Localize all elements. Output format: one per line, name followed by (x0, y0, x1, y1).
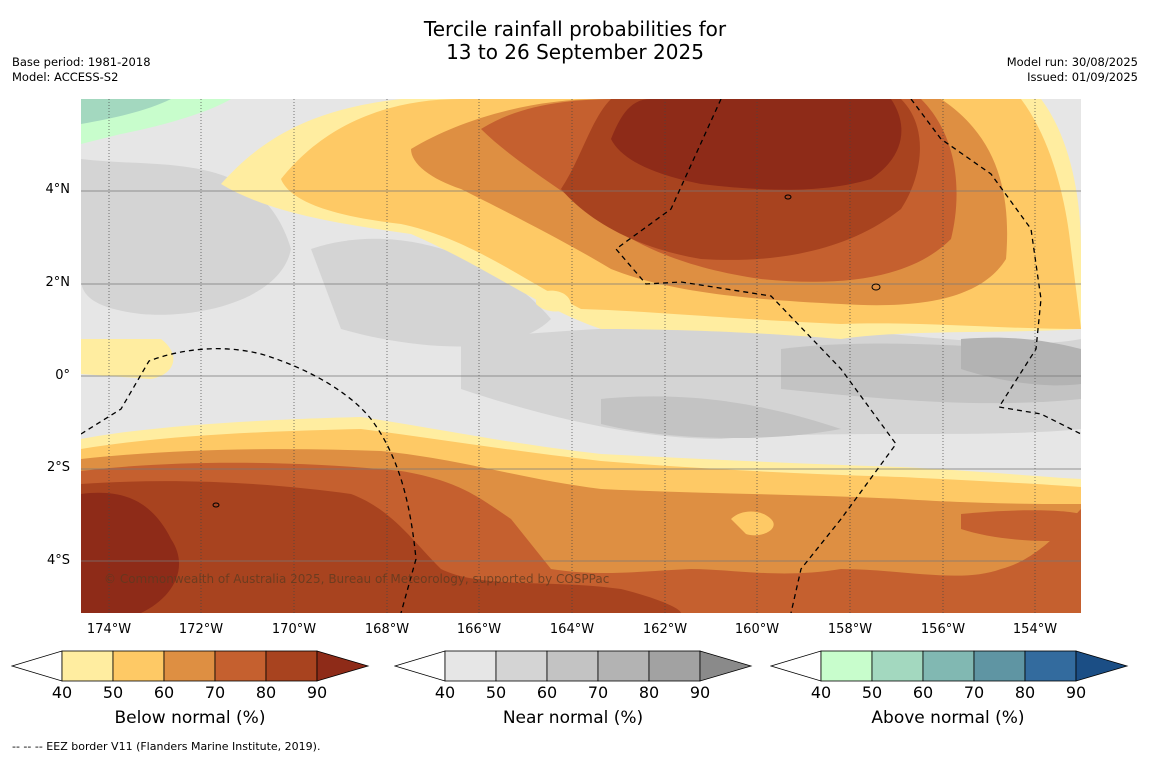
lon-label: 174°W (86, 622, 132, 637)
colorbar-tick-label: 60 (153, 683, 175, 702)
lon-label: 160°W (734, 622, 780, 637)
colorbar-tick-label: 50 (861, 683, 883, 702)
colorbar-box (214, 650, 267, 682)
colorbar-tick-label: 50 (102, 683, 124, 702)
lon-label: 172°W (178, 622, 224, 637)
map-title: Tercile rainfall probabilities for 13 to… (0, 18, 1150, 64)
lon-label: 164°W (549, 622, 595, 637)
colorbar-title-near: Near normal (%) (502, 708, 644, 728)
title-line-2: 13 to 26 September 2025 (446, 40, 704, 64)
lon-label: 156°W (920, 622, 966, 637)
colorbar-near-normal (394, 650, 753, 682)
colorbar-tick-label: 90 (689, 683, 711, 702)
colorbar-box (546, 650, 599, 682)
colorbar-tick-label: 90 (306, 683, 328, 702)
meta-right: Model run: 30/08/2025 Issued: 01/09/2025 (1007, 55, 1138, 85)
lat-label-0: 0° (55, 368, 70, 383)
colorbar-extend-high (1075, 650, 1129, 682)
colorbar-box (265, 650, 318, 682)
colorbar-tick-label: 40 (51, 683, 73, 702)
colorbar-box (973, 650, 1026, 682)
above-normal-60-patch (81, 99, 171, 124)
colorbar-below-normal (11, 650, 370, 682)
eez-footnote: -- -- -- EEZ border V11 (Flanders Marine… (12, 740, 321, 753)
lon-label: 168°W (364, 622, 410, 637)
base-period: Base period: 1981-2018 (12, 55, 151, 69)
lat-label-2s: 2°S (46, 460, 70, 475)
colorbar-box (820, 650, 873, 682)
colorbar-box (495, 650, 548, 682)
below-normal-80-patch-east (961, 510, 1081, 541)
lon-label: 170°W (271, 622, 317, 637)
lat-label-2n: 2°N (45, 275, 71, 290)
lon-label: 166°W (456, 622, 502, 637)
colorbar-tick-label: 70 (963, 683, 985, 702)
colorbar-tick-label: 70 (204, 683, 226, 702)
colorbar-box (648, 650, 701, 682)
colorbar-tick-label: 80 (1014, 683, 1036, 702)
colorbar-box (163, 650, 216, 682)
lat-label-4s: 4°S (46, 553, 70, 568)
colorbar-tick-label: 80 (255, 683, 277, 702)
colorbar-extend-high (699, 650, 753, 682)
lon-label: 158°W (827, 622, 873, 637)
below-normal-50-patch-west (81, 339, 174, 379)
colorbar-extend-low (11, 650, 63, 682)
island-outlines (212, 194, 881, 508)
colorbar-tick-label: 60 (536, 683, 558, 702)
colorbar-tick-label: 80 (638, 683, 660, 702)
colorbar-box (61, 650, 114, 682)
colorbar-extend-high (316, 650, 370, 682)
colorbar-extend-low (770, 650, 822, 682)
colorbar-above-normal (770, 650, 1129, 682)
meta-left: Base period: 1981-2018 Model: ACCESS-S2 (12, 55, 151, 85)
colorbar-box (444, 650, 497, 682)
colorbar-tick-label: 40 (434, 683, 456, 702)
model-run: Model run: 30/08/2025 (1006, 55, 1138, 69)
colorbar-box (871, 650, 924, 682)
colorbar-tick-label: 40 (810, 683, 832, 702)
probability-map[interactable] (81, 99, 1081, 613)
colorbar-tick-label: 70 (587, 683, 609, 702)
below-normal-60-patch-south (731, 511, 774, 536)
colorbar-tick-label: 90 (1065, 683, 1087, 702)
colorbar-box (112, 650, 165, 682)
lon-label: 154°W (1012, 622, 1058, 637)
colorbar-tick-label: 60 (912, 683, 934, 702)
colorbar-title-above: Above normal (%) (871, 708, 1025, 728)
below-normal-max-core-south (81, 492, 180, 613)
colorbar-box (1024, 650, 1077, 682)
below-normal-max-core-north (611, 99, 902, 190)
near-normal-70-patch (601, 396, 841, 439)
map-canvas (81, 99, 1081, 613)
colorbar-tick-label: 50 (485, 683, 507, 702)
issued-date: Issued: 01/09/2025 (1027, 70, 1138, 84)
copyright-credit: © Commonwealth of Australia 2025, Bureau… (104, 572, 610, 586)
colorbar-box (597, 650, 650, 682)
lat-label-4n: 4°N (45, 182, 71, 197)
below-normal-90-band-south (81, 481, 681, 613)
near-normal-60-patch (311, 238, 551, 347)
near-normal-80-patch (961, 337, 1081, 386)
eez-borders (81, 99, 1081, 613)
title-line-1: Tercile rainfall probabilities for (423, 17, 727, 41)
near-normal-60-patch (81, 159, 291, 315)
colorbar-box (922, 650, 975, 682)
model-name: Model: ACCESS-S2 (12, 70, 119, 84)
latitude-gridlines (81, 190, 1081, 562)
colorbar-title-below: Below normal (%) (114, 708, 266, 728)
below-normal-50-patch-center (536, 290, 571, 312)
lon-label: 162°W (642, 622, 688, 637)
colorbar-extend-low (394, 650, 446, 682)
